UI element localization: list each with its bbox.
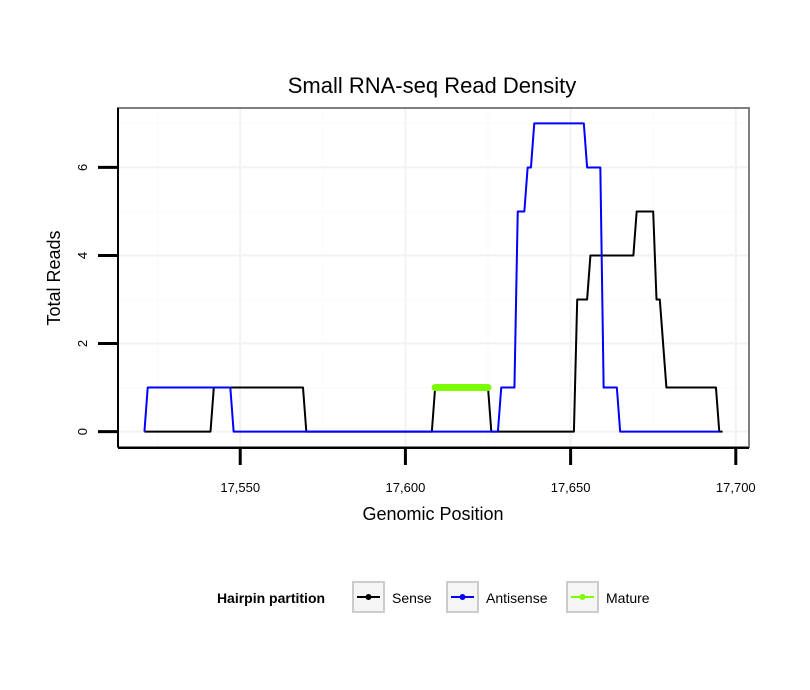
legend-item-antisense: Antisense xyxy=(446,581,548,613)
y-tick-label: 6 xyxy=(75,164,90,171)
legend: Hairpin partition Sense Antisense Mature xyxy=(217,581,650,613)
y-axis: 0 2 4 6 xyxy=(75,108,119,447)
y-axis-title: Total Reads xyxy=(44,230,64,325)
x-tick-label: 17,550 xyxy=(220,480,260,495)
chart-title: Small RNA-seq Read Density xyxy=(288,73,577,98)
series-lines xyxy=(143,122,723,433)
y-tick-label: 2 xyxy=(75,340,90,347)
legend-label-antisense: Antisense xyxy=(486,590,548,606)
legend-title: Hairpin partition xyxy=(217,590,325,606)
x-axis-title: Genomic Position xyxy=(362,504,503,524)
y-tick-label: 4 xyxy=(75,252,90,259)
legend-dot-mature xyxy=(579,594,586,600)
series-line-antisense xyxy=(143,122,720,433)
y-tick-label: 0 xyxy=(75,428,90,435)
legend-label-sense: Sense xyxy=(392,590,432,606)
x-tick-label: 17,600 xyxy=(386,480,426,495)
legend-label-mature: Mature xyxy=(606,590,650,606)
legend-dot-sense xyxy=(365,594,372,600)
legend-item-sense: Sense xyxy=(352,581,432,613)
legend-item-mature: Mature xyxy=(566,581,650,613)
x-axis: 17,550 17,600 17,650 17,700 xyxy=(118,447,756,495)
series-line-sense xyxy=(144,210,723,433)
legend-dot-antisense xyxy=(459,594,466,600)
x-tick-label: 17,700 xyxy=(716,480,756,495)
x-tick-label: 17,650 xyxy=(551,480,591,495)
